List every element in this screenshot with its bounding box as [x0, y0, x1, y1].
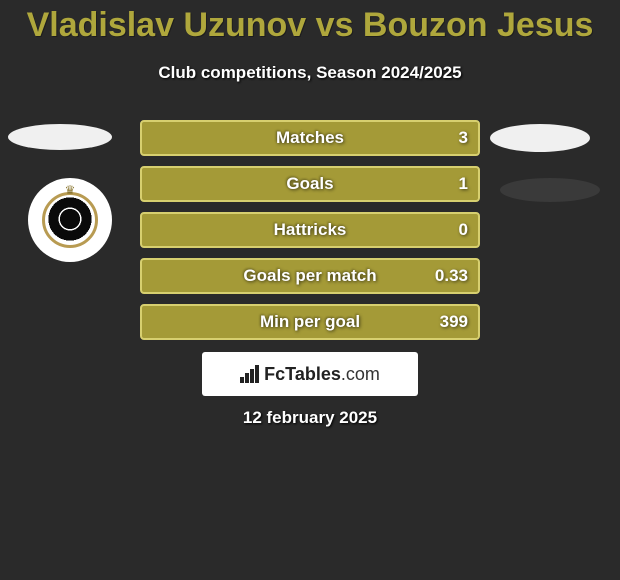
stat-label: Hattricks	[274, 220, 347, 240]
stat-value: 0.33	[435, 266, 468, 286]
brand-suffix: .com	[341, 364, 380, 384]
stat-bar: Hattricks 0	[140, 212, 480, 248]
club-crest: ♛	[28, 178, 112, 262]
brand-main: Tables	[285, 364, 341, 384]
stat-bar: Goals 1	[140, 166, 480, 202]
page-title: Vladislav Uzunov vs Bouzon Jesus	[0, 0, 620, 45]
stat-value: 399	[440, 312, 468, 332]
stat-label: Matches	[276, 128, 344, 148]
stat-value: 1	[459, 174, 468, 194]
brand-text: FcTables.com	[264, 364, 380, 385]
stat-label: Goals	[286, 174, 333, 194]
brand-box: FcTables.com	[202, 352, 418, 396]
crown-icon: ♛	[65, 183, 76, 197]
stat-bar: Matches 3	[140, 120, 480, 156]
brand-prefix: Fc	[264, 364, 285, 384]
side-ellipse-2	[500, 178, 600, 202]
side-ellipse-0	[8, 124, 112, 150]
club-crest-inner: ♛	[42, 192, 98, 248]
subtitle: Club competitions, Season 2024/2025	[0, 63, 620, 83]
stat-label: Min per goal	[260, 312, 360, 332]
bars-icon	[240, 365, 260, 383]
stats-bars: Matches 3 Goals 1 Hattricks 0 Goals per match 0…	[140, 120, 480, 350]
stat-value: 3	[459, 128, 468, 148]
stat-value: 0	[459, 220, 468, 240]
stat-bar: Min per goal 399	[140, 304, 480, 340]
stat-bar: Goals per match 0.33	[140, 258, 480, 294]
side-ellipse-1	[490, 124, 590, 152]
stat-label: Goals per match	[243, 266, 376, 286]
date-line: 12 february 2025	[0, 408, 620, 428]
